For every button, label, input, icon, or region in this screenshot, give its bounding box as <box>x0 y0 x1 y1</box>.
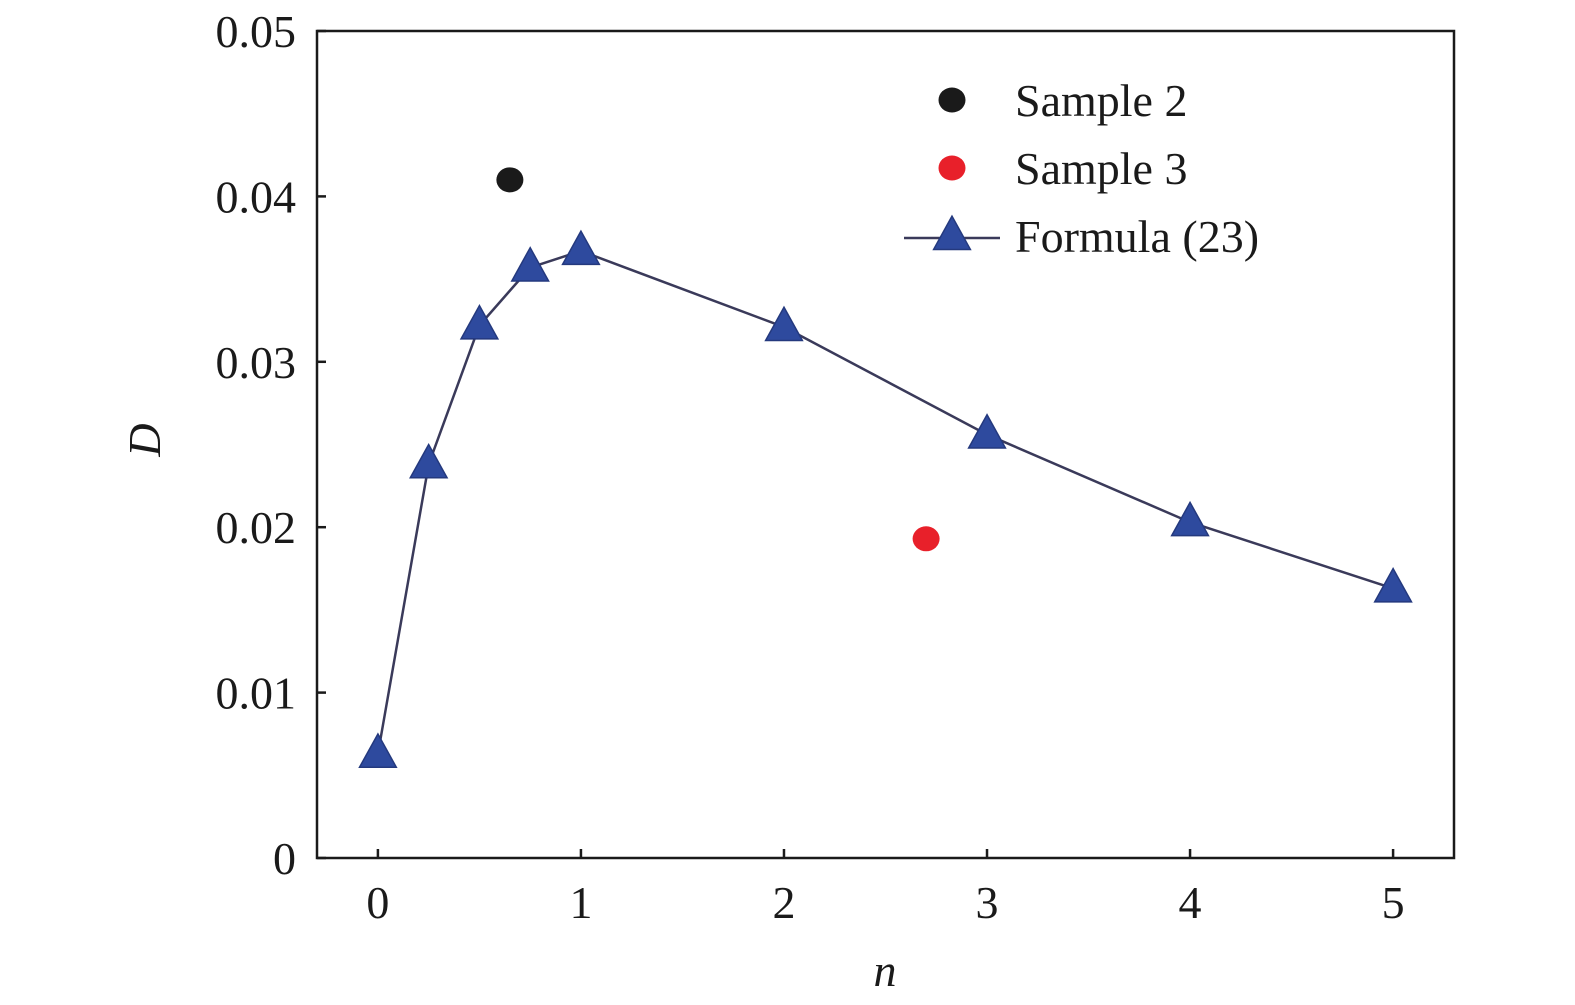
data-point-circle <box>912 526 940 552</box>
legend-marker-triangle <box>932 214 972 251</box>
data-point-triangle <box>1170 500 1210 537</box>
x-tick-label: 2 <box>772 877 795 928</box>
legend-marker-circle <box>938 155 966 181</box>
y-tick-label: 0.03 <box>216 337 297 388</box>
x-tick-label: 0 <box>366 877 389 928</box>
data-point-circle <box>496 167 524 193</box>
plot-frame <box>315 29 1456 860</box>
data-point-triangle <box>967 413 1007 449</box>
legend-label: Sample 2 <box>1015 75 1187 126</box>
legend-item: Sample 3 <box>938 143 1187 194</box>
y-axis: 0 0.01 0.02 0.03 0.04 0.05 <box>216 6 326 884</box>
data-point-triangle <box>408 442 449 479</box>
data-point-triangle <box>1373 567 1413 603</box>
data-point-triangle <box>510 246 550 282</box>
x-tick-label: 4 <box>1179 877 1202 928</box>
y-tick-label: 0.01 <box>216 668 297 719</box>
x-tick-label: 5 <box>1382 877 1405 928</box>
y-tick-label: 0 <box>273 833 296 884</box>
data-point-triangle <box>358 732 398 768</box>
x-axis: 0 1 2 3 4 5 <box>366 849 1405 928</box>
data-point-triangle <box>764 305 804 342</box>
series-formula-23 <box>358 229 1413 768</box>
legend-item: Sample 2 <box>938 75 1187 126</box>
y-axis-title: D <box>119 423 170 457</box>
y-tick-label: 0.05 <box>216 6 297 57</box>
x-tick-label: 3 <box>976 877 999 928</box>
legend-item: Formula (23) <box>904 211 1259 262</box>
series-sample-3 <box>912 526 940 552</box>
y-tick-label: 0.02 <box>216 502 297 553</box>
series-line <box>376 249 1394 755</box>
legend-label: Formula (23) <box>1015 211 1259 262</box>
data-point-triangle <box>561 229 601 266</box>
y-tick-label: 0.04 <box>216 171 297 222</box>
series-sample-2 <box>496 167 524 193</box>
data-point-triangle <box>459 304 500 340</box>
series-layer <box>358 167 1413 768</box>
legend-marker-circle <box>938 87 966 113</box>
legend: Sample 2 Sample 3 Formula (23) <box>904 75 1259 262</box>
x-tick-label: 1 <box>569 877 592 928</box>
x-axis-title: n <box>874 945 897 996</box>
legend-label: Sample 3 <box>1015 143 1187 194</box>
